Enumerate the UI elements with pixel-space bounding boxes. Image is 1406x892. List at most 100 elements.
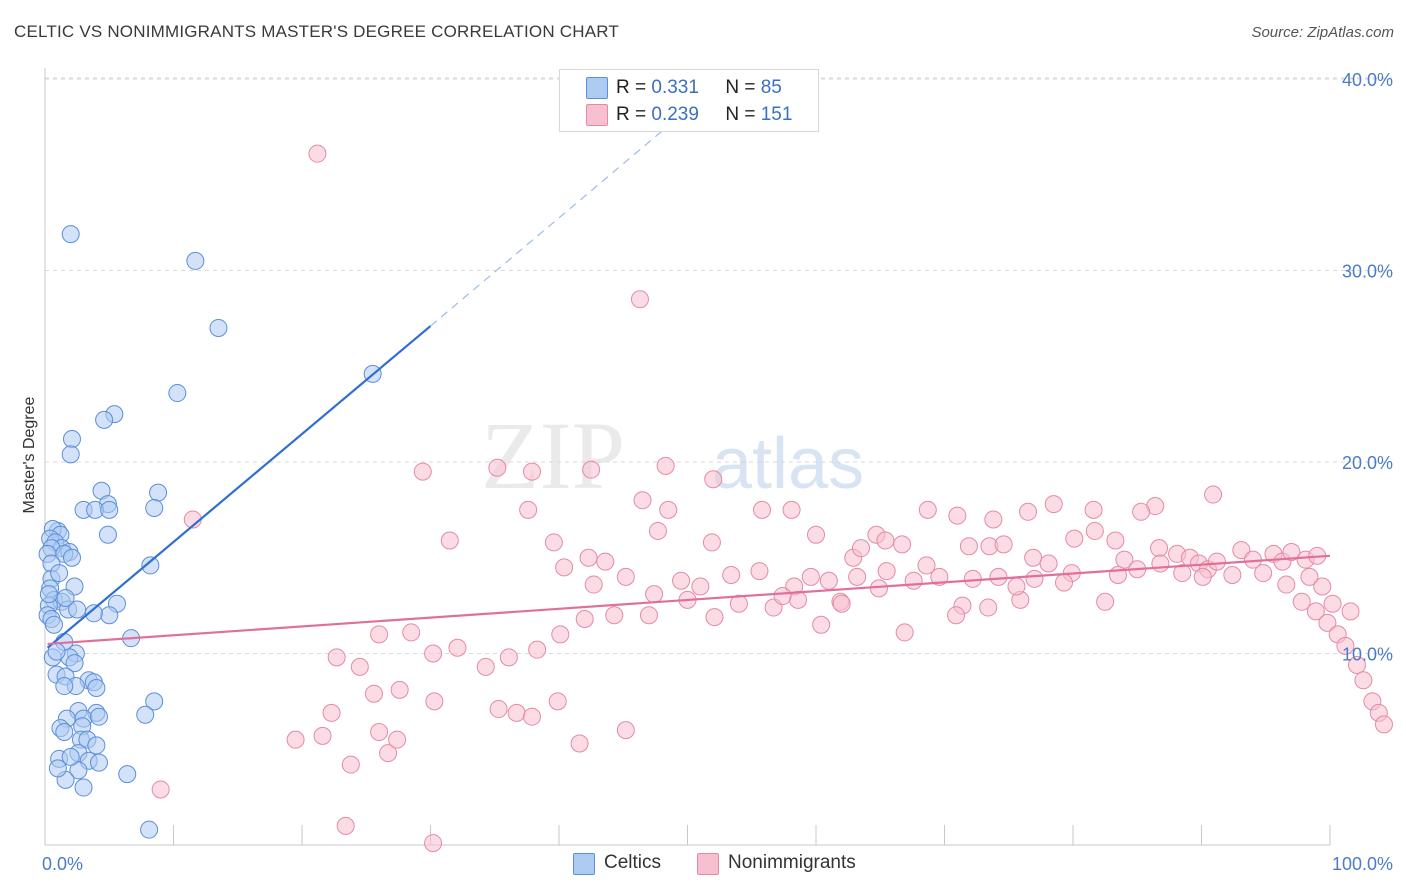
grid-lines bbox=[45, 77, 1392, 654]
celtics-point bbox=[39, 585, 58, 604]
nonimmigrants-point bbox=[390, 680, 409, 699]
nonimmigrants-point bbox=[959, 537, 978, 556]
nonimmigrants-point bbox=[848, 567, 867, 586]
nonimmigrants-point bbox=[639, 606, 658, 625]
nonimmigrants-point bbox=[402, 623, 421, 642]
celtics-point bbox=[56, 588, 75, 607]
nonimmigrants-point bbox=[379, 744, 398, 763]
celtics-point bbox=[145, 498, 164, 517]
celtics-point bbox=[100, 500, 119, 519]
nonimmigrants-point bbox=[1115, 550, 1134, 569]
nonimmigrants-point bbox=[782, 500, 801, 519]
legend-nonimmigrants-swatch bbox=[586, 104, 608, 126]
nonimmigrants-point bbox=[476, 657, 495, 676]
nonimmigrants-point bbox=[596, 552, 615, 571]
bottom-legend-celtics-swatch bbox=[573, 853, 595, 875]
nonimmigrants-point bbox=[1354, 671, 1373, 690]
nonimmigrants-point bbox=[424, 834, 443, 853]
nonimmigrants-point bbox=[947, 606, 966, 625]
nonimmigrants-point bbox=[570, 734, 589, 753]
nonimmigrants-point bbox=[705, 608, 724, 627]
trend-lines bbox=[46, 109, 1331, 649]
nonimmigrants-point bbox=[1151, 554, 1170, 573]
celtics-trend-extension bbox=[430, 109, 688, 327]
nonimmigrants-point bbox=[807, 525, 825, 544]
y-tick-label: 20.0% bbox=[1342, 453, 1393, 473]
nonimmigrants-point bbox=[1306, 602, 1325, 621]
nonimmigrants-point bbox=[364, 684, 383, 703]
nonimmigrants-point bbox=[336, 816, 355, 835]
nonimmigrants-point bbox=[773, 587, 792, 606]
nonimmigrants-point bbox=[605, 606, 624, 625]
nonimmigrants-point bbox=[801, 567, 820, 586]
nonimmigrants-point bbox=[876, 531, 895, 550]
nonimmigrants-point bbox=[424, 644, 443, 663]
nonimmigrants-point bbox=[648, 521, 667, 540]
celtics-point bbox=[61, 225, 80, 244]
y-tick-label: 40.0% bbox=[1342, 70, 1393, 90]
legend-nonimmigrants-r-label: R = bbox=[616, 104, 647, 125]
nonimmigrants-point bbox=[528, 640, 547, 659]
legend-celtics-swatch bbox=[586, 77, 608, 99]
celtics-point bbox=[168, 384, 187, 403]
nonimmigrants-point bbox=[917, 556, 936, 575]
legend-box: R = 0.331 N = 85 R = 0.239 N = 151 bbox=[559, 69, 819, 132]
nonimmigrants-point bbox=[1193, 567, 1212, 586]
nonimmigrants-point bbox=[286, 730, 305, 749]
nonimmigrants-point bbox=[645, 585, 664, 604]
axes bbox=[44, 68, 1331, 846]
celtics-point bbox=[74, 778, 93, 797]
nonimmigrants-point bbox=[341, 755, 360, 774]
nonimmigrants-point bbox=[370, 723, 389, 742]
celtics-point bbox=[55, 677, 74, 696]
celtics-point bbox=[118, 765, 137, 784]
celtics-point bbox=[89, 707, 108, 726]
nonimmigrants-point bbox=[1223, 565, 1242, 584]
x-tick-label-max: 100.0% bbox=[1332, 854, 1393, 874]
nonimmigrants-point bbox=[584, 575, 603, 594]
nonimmigrants-point bbox=[963, 569, 982, 588]
nonimmigrants-point bbox=[1300, 567, 1319, 586]
celtics-point bbox=[62, 548, 81, 567]
nonimmigrants-point bbox=[579, 548, 598, 567]
nonimmigrants-point bbox=[904, 571, 923, 590]
celtics-point bbox=[95, 410, 114, 429]
nonimmigrants-point bbox=[812, 615, 831, 634]
nonimmigrants-point bbox=[488, 458, 507, 477]
nonimmigrants-point bbox=[753, 500, 772, 519]
celtics-point bbox=[87, 678, 106, 697]
source-credit: Source: ZipAtlas.com bbox=[1251, 24, 1394, 41]
nonimmigrants-point bbox=[702, 533, 721, 552]
nonimmigrants-point bbox=[918, 500, 937, 519]
nonimmigrants-point bbox=[1039, 554, 1058, 573]
nonimmigrants-point bbox=[1132, 502, 1151, 521]
nonimmigrants-point bbox=[1232, 541, 1251, 560]
nonimmigrants-point bbox=[1096, 592, 1115, 611]
bottom-legend-celtics-label: Celtics bbox=[604, 852, 662, 873]
watermark: ZIP atlas bbox=[481, 402, 864, 509]
nonimmigrants-point bbox=[1150, 539, 1169, 558]
celtics-point bbox=[145, 692, 164, 711]
nonimmigrants-point bbox=[448, 638, 467, 657]
chart-title: CELTIC VS NONIMMIGRANTS MASTER'S DEGREE … bbox=[14, 22, 619, 41]
watermark-zip: ZIP bbox=[481, 402, 625, 509]
celtics-trend-line bbox=[46, 325, 432, 649]
nonimmigrants-point bbox=[1318, 613, 1337, 632]
nonimmigrants-point bbox=[1204, 485, 1223, 504]
nonimmigrants-point bbox=[1085, 521, 1104, 540]
x-tick-label-min: 0.0% bbox=[42, 854, 83, 874]
nonimmigrants-point bbox=[507, 703, 526, 722]
nonimmigrants-point bbox=[1173, 564, 1192, 583]
nonimmigrants-point bbox=[1019, 502, 1038, 521]
celtics-points bbox=[38, 225, 382, 839]
celtics-point bbox=[136, 705, 155, 724]
nonimmigrants-point bbox=[656, 456, 675, 475]
celtics-point bbox=[149, 483, 168, 502]
nonimmigrants-point bbox=[1336, 636, 1355, 655]
nonimmigrants-point bbox=[1277, 575, 1296, 594]
nonimmigrants-point bbox=[729, 594, 748, 613]
nonimmigrants-point bbox=[704, 470, 723, 489]
nonimmigrants-point bbox=[895, 623, 914, 642]
tick-labels: 10.0% 20.0% 30.0% 40.0% 0.0% 100.0% bbox=[42, 70, 1393, 874]
